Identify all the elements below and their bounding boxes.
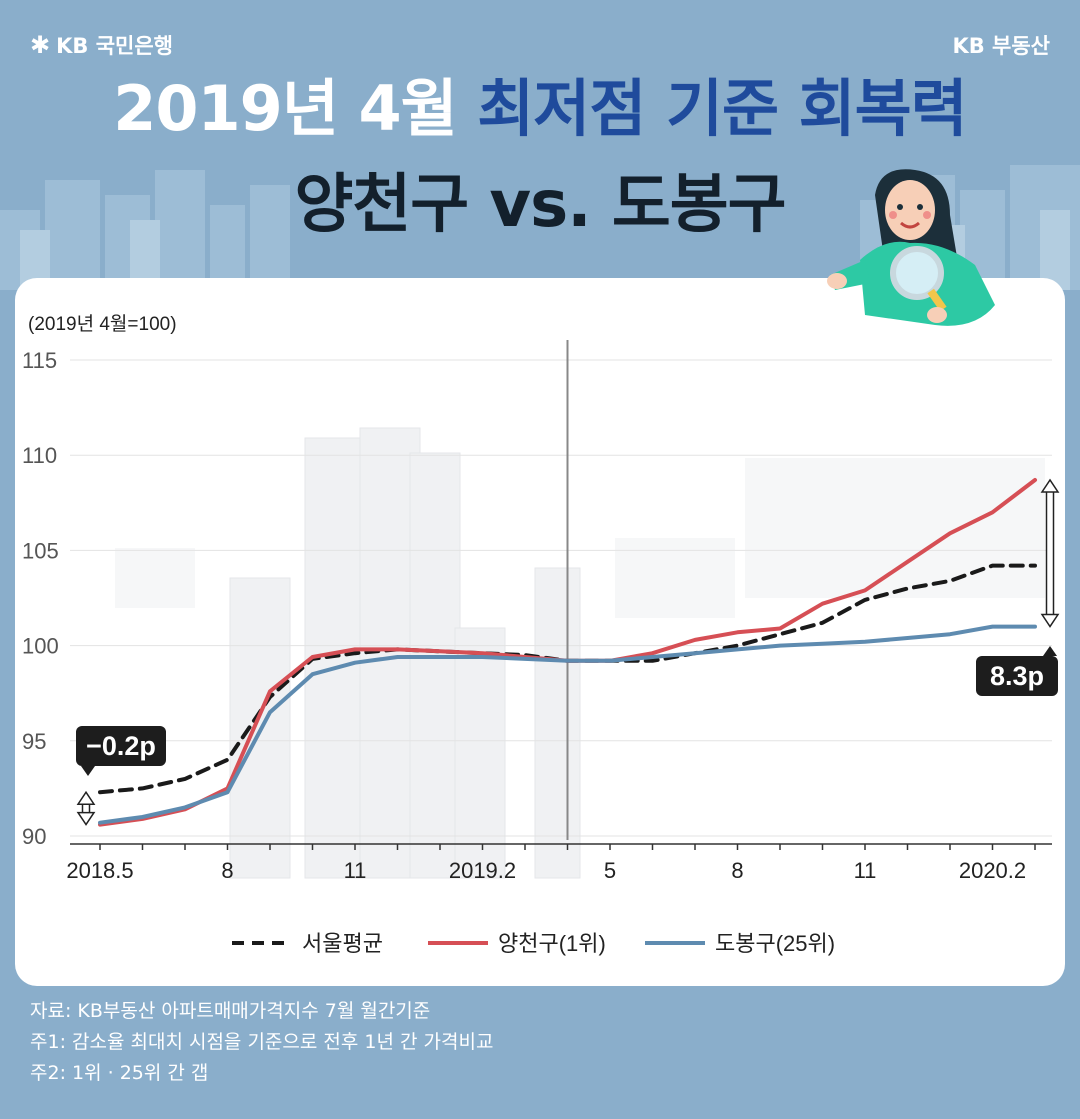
page-title-line1: 2019년 4월 최저점 기준 회복력 — [0, 78, 1080, 140]
character-magnifier-illustration — [827, 169, 995, 326]
y-tick-label: 105 — [22, 538, 59, 563]
y-tick-label: 110 — [22, 443, 57, 468]
x-tick-label: 2018.5 — [66, 858, 133, 883]
x-tick-label: 5 — [604, 858, 616, 883]
y-tick-label: 90 — [22, 824, 46, 849]
legend-label-2: 도봉구(25위) — [715, 931, 835, 956]
legend-label-0: 서울평균 — [302, 931, 383, 956]
x-tick-label: 2019.2 — [449, 858, 516, 883]
x-tick-label: 11 — [344, 858, 367, 883]
kb-star-icon: ✱ — [30, 31, 51, 59]
buildings-illustration — [115, 427, 1045, 879]
x-tick-label: 8 — [731, 858, 743, 883]
title-white-part: 2019년 4월 — [113, 72, 457, 145]
legend-label-1: 양천구(1위) — [498, 931, 606, 956]
x-tick-label: 11 — [854, 858, 877, 883]
series-line-2 — [98, 624, 1037, 825]
y-tick-label: 115 — [22, 348, 57, 373]
brand-logo: ✱ KB 국민은행 — [30, 30, 173, 60]
x-tick-label: 2020.2 — [959, 858, 1026, 883]
footer-source: 자료: KB부동산 아파트매매가격지수 7월 월간기준 — [30, 1000, 431, 1022]
gap-label-1: 8.3p — [990, 661, 1044, 691]
footer-note-2: 주2: 1위 · 25위 간 갭 — [30, 1062, 209, 1084]
footer-notes: 자료: KB부동산 아파트매매가격지수 7월 월간기준 주1: 감소율 최대치 … — [30, 996, 493, 1089]
brand-right-label: KB 부동산 — [952, 34, 1050, 58]
footer-note-1: 주1: 감소율 최대치 시점을 기준으로 전후 1년 간 가격비교 — [30, 1031, 494, 1053]
gap-label-pointer-1 — [1043, 646, 1057, 656]
gap-label-0: −0.2p — [86, 731, 156, 761]
x-tick-label: 8 — [221, 858, 233, 883]
brand-left-label: KB 국민은행 — [56, 34, 173, 58]
y-tick-label: 100 — [22, 634, 59, 659]
gap-arrow-0 — [76, 790, 96, 826]
gap-label-box-1 — [976, 656, 1058, 696]
gap-label-pointer-0 — [81, 766, 95, 776]
gap-label-box-0 — [76, 726, 166, 766]
gap-arrow-1 — [1040, 478, 1060, 628]
title-blue-part: 최저점 기준 회복력 — [477, 72, 967, 145]
page-title-line2: 양천구 vs. 도봉구 — [294, 168, 787, 242]
y-tick-label: 95 — [22, 729, 46, 754]
chart-unit-note: (2019년 4월=100) — [28, 313, 177, 335]
